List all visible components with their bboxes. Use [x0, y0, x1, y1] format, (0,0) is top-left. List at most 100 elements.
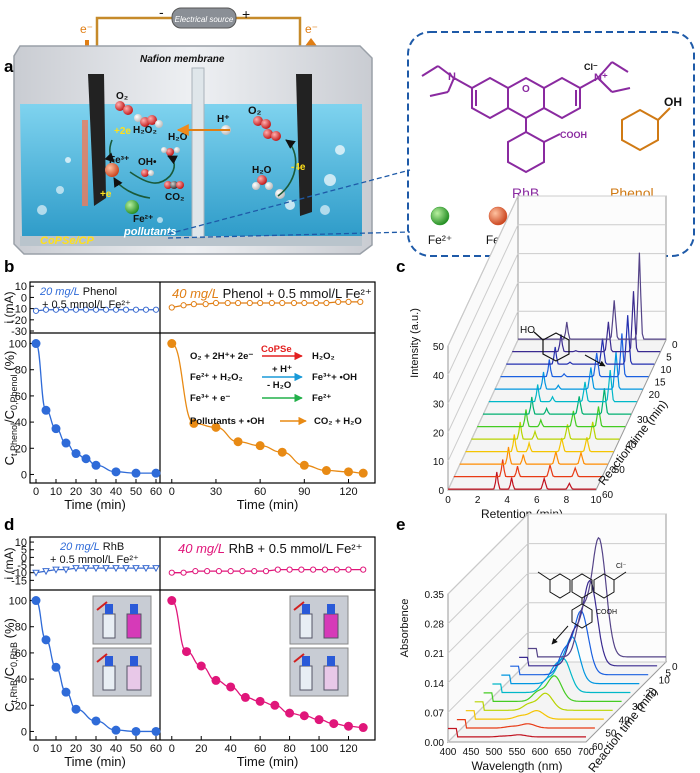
rhb-cooh: COOH	[560, 130, 587, 140]
species-h2o2: H₂O₂	[133, 125, 157, 136]
b-left-phenol-point	[91, 460, 101, 470]
rhb-n-left: N	[448, 71, 456, 83]
panelB-right-rest: Phenol + 0.5 mmol/L Fe²⁺	[219, 286, 372, 301]
b-right-current-point	[224, 299, 231, 307]
b-left-current-point	[52, 306, 60, 313]
d-left-current-point	[42, 568, 50, 576]
species-o2-left: O₂	[116, 91, 128, 102]
panelE-ytick-label: 0.14	[425, 679, 445, 690]
b-right-phenol-point	[299, 460, 309, 470]
panelD-ylabel-part: t,RhB	[9, 680, 19, 703]
panelE-ylabel: Absorbence	[399, 599, 411, 658]
cycle-arrow-2	[113, 177, 151, 199]
panelB-c-ytick-label: 60	[15, 391, 27, 403]
panelE-ztick-label: 60	[592, 742, 604, 753]
b-left-current-point	[32, 307, 40, 314]
panelD-right-rest: RhB + 0.5 mmol/L Fe²⁺	[225, 541, 363, 556]
b-right-current-point	[301, 299, 308, 307]
cathode-electrode	[88, 74, 106, 206]
electron-right-label: e⁻	[305, 22, 318, 36]
cycle-arrow-3	[104, 139, 115, 163]
d-right-rhb-point	[299, 711, 309, 721]
panelB-c-ytick-label: 100	[9, 339, 27, 351]
panelB-c-ytick-label: 0	[21, 469, 27, 481]
d-right-rhb-point	[314, 715, 324, 725]
panelC-trace	[471, 421, 620, 440]
panelD-right-xtick-label: 40	[225, 743, 237, 755]
d-right-current-point	[251, 568, 258, 575]
d-left-current-point	[132, 565, 140, 573]
panelD-left-rest: RhB	[100, 541, 124, 553]
reaction-3-right: Fe²⁺	[312, 393, 331, 404]
zoom-line-1	[167, 169, 411, 235]
anode-cycle-arrow	[277, 139, 297, 197]
panelC-xtick-label: 2	[475, 495, 481, 506]
d-right-current-point	[239, 568, 246, 575]
b-left-current-point	[72, 306, 80, 313]
d-right-current-point	[274, 566, 281, 573]
photo-cell-left-2	[299, 613, 313, 639]
panelC-trace	[512, 291, 661, 353]
b-left-current-point	[92, 306, 100, 313]
d-left-current-point	[142, 565, 150, 573]
panelE-ztick-label: 10	[659, 675, 671, 686]
panelD-i-ytick-label: -10	[11, 568, 27, 580]
panelE-ytick-label: 0.00	[425, 738, 445, 749]
panelE-xtick-label: 400	[440, 747, 457, 758]
rhb-inset-cooh: COOH	[596, 609, 617, 616]
b-right-current-point	[268, 299, 276, 307]
d-left-current-point	[62, 566, 70, 574]
photo-wire-3	[293, 653, 305, 663]
b-left-current-point	[122, 306, 130, 313]
photo-wire-1	[96, 653, 108, 663]
d-left-current-point	[52, 566, 60, 574]
panelB-ylabel-c: Ct,Phenol/C0,Phenol (%)	[2, 351, 19, 466]
panelC-ytick-label: 10	[433, 457, 445, 468]
panelC-ztick-label: 50	[614, 465, 626, 476]
photo-cell-left-0	[102, 613, 116, 639]
panelC-xtick-label: 0	[445, 495, 451, 506]
d-left-rhb-point	[131, 726, 141, 736]
phenol-ring	[621, 108, 659, 152]
panelB-i-ytick-label: 10	[15, 281, 27, 293]
panelD-right-xtick-label: 80	[283, 743, 295, 755]
panelD-ylabel-part: C	[2, 702, 17, 711]
panelD-xlabel-right: Time (min)	[237, 754, 299, 769]
b-left-current-point	[152, 306, 160, 313]
panelC-xtick-label: 6	[534, 495, 540, 506]
species-fe2: Fe²⁺	[133, 214, 153, 225]
panelD-i-ytick-label: 5	[21, 545, 27, 557]
panelD-right-xtick-label: 0	[169, 743, 175, 755]
legend-atom-0	[430, 206, 450, 226]
panelD-left-xtick-label: 40	[110, 743, 122, 755]
b-right-current-point	[202, 301, 209, 308]
d-left-rhb-point	[51, 662, 61, 672]
d-right-current-point	[262, 568, 270, 575]
panelC-ytick-label: 40	[433, 371, 445, 382]
d-left-current-point	[152, 565, 160, 573]
tank-floor	[20, 236, 362, 246]
phenol-bond	[657, 107, 671, 121]
species-co2: CO₂	[165, 192, 184, 203]
panelC-side-grid	[447, 339, 519, 491]
photo-cap-left-1	[105, 656, 113, 666]
panelB-xlabel-left: Time (min)	[64, 497, 126, 512]
panelD-left-xtick-label: 10	[50, 743, 62, 755]
panelE-ytick-label: 0.21	[425, 649, 445, 660]
panelE-side-grid	[447, 543, 529, 624]
photo-cap-right-3	[327, 656, 335, 666]
panelE-back-wall	[527, 513, 667, 663]
rhb-inset-arrow	[551, 625, 569, 645]
panelE-side-grid	[447, 513, 529, 595]
panelD-c-ytick-label: 100	[9, 596, 27, 608]
panelB-right-xtick-label: 30	[210, 486, 222, 498]
panelD-right-conc: 40 mg/L	[178, 541, 225, 556]
panelC-trace	[488, 369, 637, 403]
b-right-current-point	[335, 298, 342, 306]
photo-inset-1	[92, 647, 152, 697]
b-right-current-point	[312, 299, 320, 307]
d-left-current-point	[72, 565, 80, 573]
d-right-current-point	[168, 569, 175, 576]
panelC-ytick-label: 30	[433, 400, 445, 411]
species-fe3: Fe³⁺	[109, 155, 129, 166]
